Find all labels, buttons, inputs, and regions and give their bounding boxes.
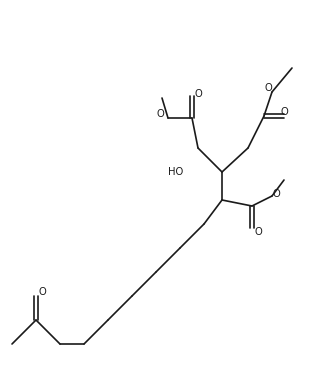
Text: O: O	[254, 227, 262, 237]
Text: O: O	[272, 189, 280, 199]
Text: HO: HO	[168, 167, 183, 177]
Text: O: O	[156, 109, 164, 119]
Text: O: O	[38, 287, 46, 297]
Text: O: O	[264, 83, 272, 93]
Text: O: O	[280, 107, 288, 117]
Text: O: O	[194, 89, 202, 99]
